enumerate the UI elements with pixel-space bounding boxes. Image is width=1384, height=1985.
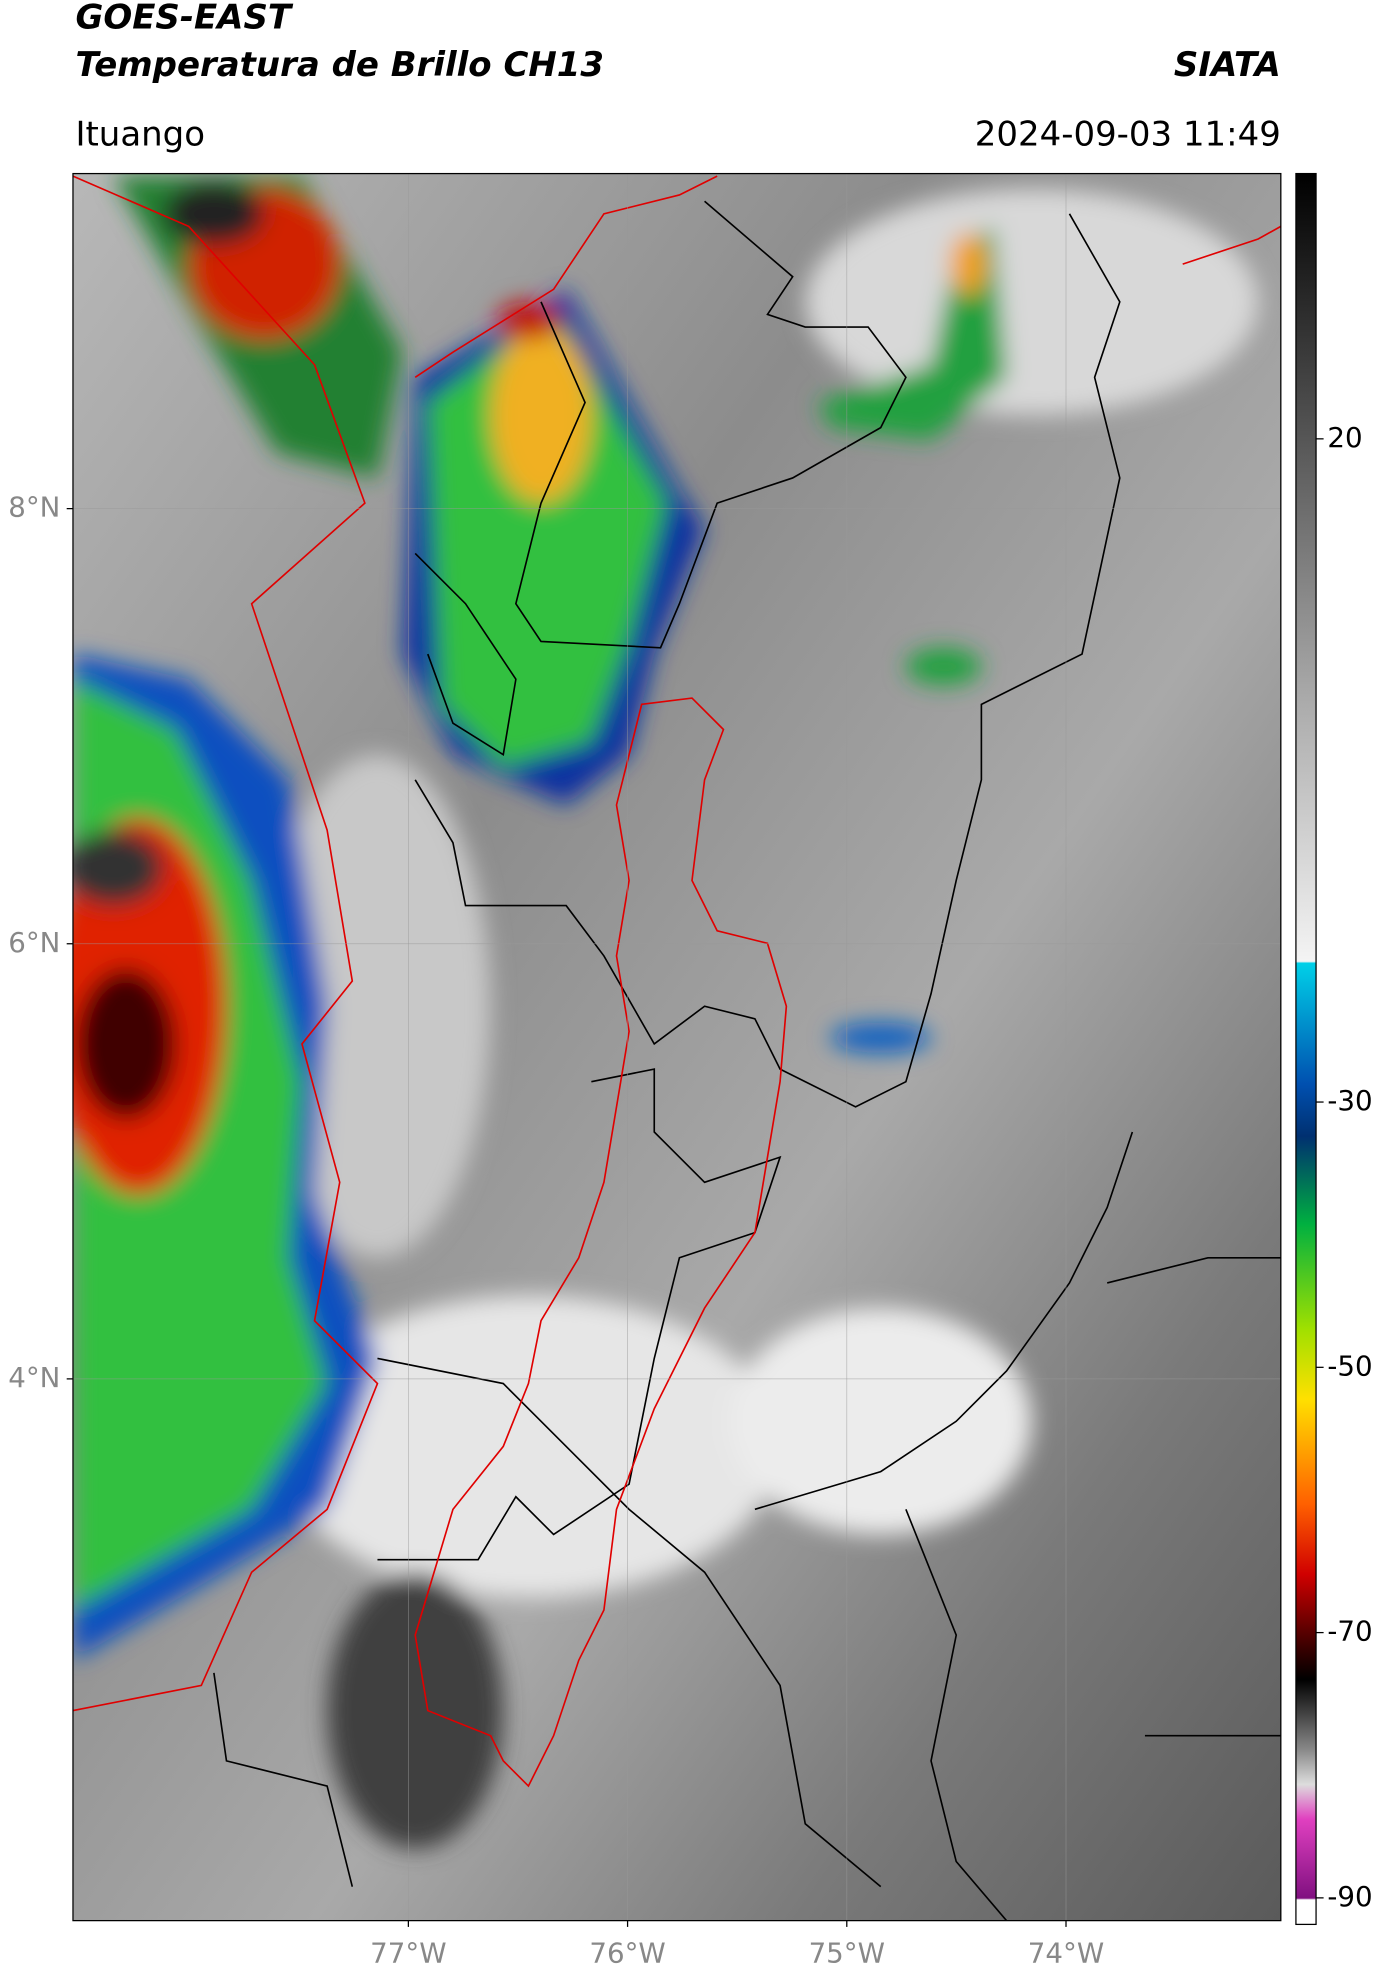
- product-title: Temperatura de Brillo CH13: [75, 45, 604, 85]
- lon-tick-label: 74°W: [1028, 1937, 1104, 1970]
- lat-tick-label: 4°N: [8, 1361, 60, 1394]
- location-label: Ituango: [75, 114, 205, 154]
- colorbar-tick-label: -70: [1327, 1615, 1372, 1648]
- colorbar-tick-label: -50: [1327, 1349, 1372, 1382]
- datetime-label: 2024-09-03 11:49: [975, 114, 1281, 154]
- lon-tick-label: 76°W: [589, 1937, 665, 1970]
- cloud-tops: [72, 176, 1259, 1849]
- admin-boundaries: [213, 200, 1281, 1921]
- lon-tick-label: 75°W: [809, 1937, 885, 1970]
- colorbar-tick-label: -90: [1327, 1880, 1372, 1913]
- graticule: [72, 173, 1281, 1921]
- lat-tick-label: 6°N: [8, 926, 60, 959]
- colorbar-tick-label: 20: [1327, 421, 1362, 454]
- colorbar-tick-label: -30: [1327, 1084, 1372, 1117]
- lat-tick-label: 8°N: [8, 491, 60, 524]
- map-frame: [72, 172, 1282, 1922]
- lon-tick-label: 77°W: [370, 1937, 446, 1970]
- basin-and-coast: [72, 175, 1281, 1788]
- colorbar: [1295, 172, 1317, 1926]
- satellite-title: GOES-EAST: [75, 0, 293, 37]
- satellite-image: [72, 173, 1281, 1921]
- org-label: SIATA: [1174, 45, 1281, 85]
